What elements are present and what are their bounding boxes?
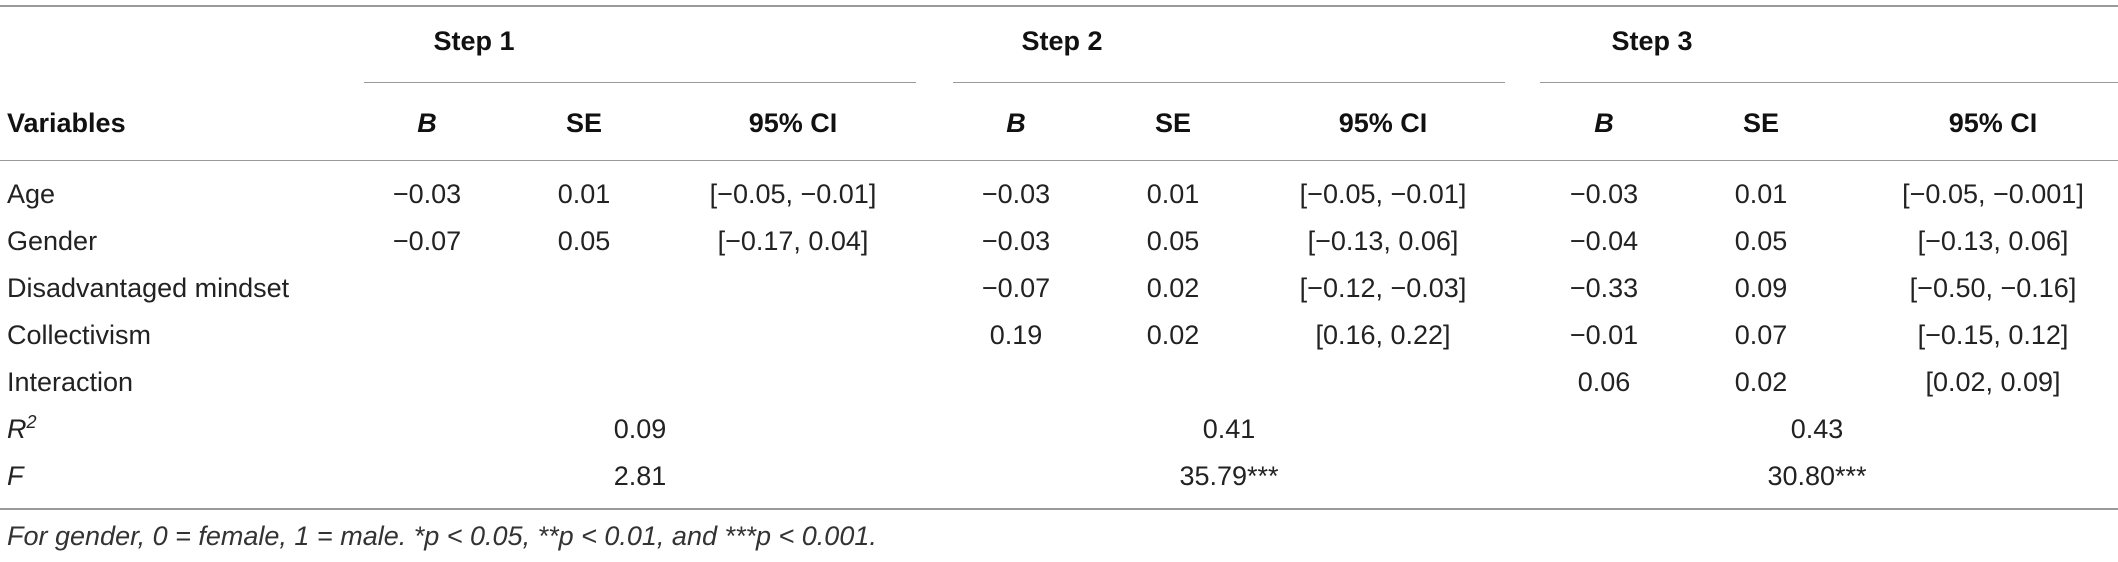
step-2-b-header: B	[1006, 108, 1026, 138]
r-squared-step-2: 0.41	[1202, 414, 1256, 444]
table-cell: [−0.05, −0.01]	[1299, 179, 1467, 209]
table-cell: 0.05	[1146, 226, 1200, 256]
table-top-rule	[0, 5, 2118, 7]
table-cell: −0.07	[981, 273, 1051, 303]
table-bottom-rule	[0, 508, 2118, 510]
table-cell: 0.09	[1734, 273, 1788, 303]
table-cell: 0.02	[1146, 320, 1200, 350]
step-3-header: Step 3	[1611, 26, 1693, 56]
r-squared-step-3: 0.43	[1790, 414, 1844, 444]
table-cell: [−0.15, 0.12]	[1917, 320, 2069, 350]
table-cell: −0.04	[1569, 226, 1639, 256]
step-1-header: Step 1	[433, 26, 515, 56]
table-cell: [−0.12, −0.03]	[1299, 273, 1467, 303]
table-cell: [−0.17, 0.04]	[717, 226, 869, 256]
table-cell: −0.33	[1569, 273, 1639, 303]
table-cell: −0.03	[981, 179, 1051, 209]
table-footnote: For gender, 0 = female, 1 = male. *p < 0…	[7, 521, 877, 551]
step-3-b-header: B	[1594, 108, 1614, 138]
table-cell: [−0.13, 0.06]	[1917, 226, 2069, 256]
row-label-collectivism: Collectivism	[7, 320, 152, 350]
table-cell: −0.03	[1569, 179, 1639, 209]
table-cell: 0.07	[1734, 320, 1788, 350]
table-cell: 0.02	[1146, 273, 1200, 303]
f-step-3: 30.80***	[1767, 461, 1867, 491]
table-cell: [−0.05, −0.01]	[709, 179, 877, 209]
table-cell: 0.06	[1577, 367, 1631, 397]
table-cell: 0.05	[1734, 226, 1788, 256]
table-cell: 0.02	[1734, 367, 1788, 397]
step-3-underline	[1540, 82, 2118, 83]
step-3-ci-header: 95% CI	[1948, 108, 2038, 138]
row-label-f: F	[7, 461, 24, 491]
table-cell: −0.01	[1569, 320, 1639, 350]
step-2-header: Step 2	[1021, 26, 1103, 56]
table-cell: 0.01	[1734, 179, 1788, 209]
table-cell: −0.03	[981, 226, 1051, 256]
row-label-r-squared: R2	[7, 412, 37, 446]
step-1-ci-header: 95% CI	[748, 108, 838, 138]
table-cell: [0.16, 0.22]	[1315, 320, 1451, 350]
step-2-ci-header: 95% CI	[1338, 108, 1428, 138]
f-step-1: 2.81	[613, 461, 667, 491]
row-label-interaction: Interaction	[7, 367, 134, 397]
step-1-se-header: SE	[565, 108, 603, 138]
table-cell: 0.05	[557, 226, 611, 256]
r-squared-step-1: 0.09	[613, 414, 667, 444]
r-squared-superscript: 2	[26, 412, 37, 432]
table-cell: 0.01	[557, 179, 611, 209]
f-step-2: 35.79***	[1179, 461, 1279, 491]
table-cell: [−0.05, −0.001]	[1902, 179, 2084, 209]
table-cell: −0.07	[392, 226, 462, 256]
row-label-disadvantaged-mindset: Disadvantaged mindset	[7, 273, 290, 303]
row-label-age: Age	[7, 179, 56, 209]
table-cell: −0.03	[392, 179, 462, 209]
table-cell: [−0.50, −0.16]	[1909, 273, 2077, 303]
r-squared-base: R	[7, 414, 27, 444]
table-cell: 0.19	[989, 320, 1043, 350]
row-label-gender: Gender	[7, 226, 98, 256]
table-cell: [−0.13, 0.06]	[1307, 226, 1459, 256]
table-cell: [0.02, 0.09]	[1925, 367, 2061, 397]
step-2-underline	[953, 82, 1505, 83]
step-1-underline	[364, 82, 916, 83]
step-3-se-header: SE	[1742, 108, 1780, 138]
variables-header: Variables	[7, 108, 126, 138]
step-1-b-header: B	[417, 108, 437, 138]
header-bottom-rule	[0, 160, 2118, 161]
table-cell: 0.01	[1146, 179, 1200, 209]
step-2-se-header: SE	[1154, 108, 1192, 138]
